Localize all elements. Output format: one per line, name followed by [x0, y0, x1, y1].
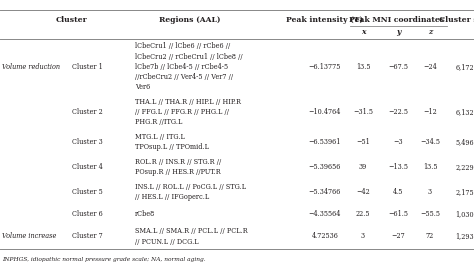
Text: //rCbeCru2 // Ver4-5 // Ver7 //: //rCbeCru2 // Ver4-5 // Ver7 //: [135, 73, 233, 81]
Text: −67.5: −67.5: [388, 63, 408, 71]
Text: −27: −27: [391, 232, 405, 240]
Text: INPHGS, idiopathic normal pressure grade scale; NA, normal aging.: INPHGS, idiopathic normal pressure grade…: [2, 257, 206, 262]
Text: −13.5: −13.5: [388, 163, 408, 171]
Text: SMA.L // SMA.R // PCL.L // PCL.R: SMA.L // SMA.R // PCL.L // PCL.R: [135, 227, 248, 235]
Text: Cluster 2: Cluster 2: [72, 108, 103, 116]
Text: INS.L // ROL.L // PoCG.L // STG.L: INS.L // ROL.L // PoCG.L // STG.L: [135, 183, 246, 191]
Text: −51: −51: [356, 138, 370, 146]
Text: PHG.R //ITG.L: PHG.R //ITG.L: [135, 118, 182, 126]
Text: −42: −42: [356, 188, 370, 196]
Text: 5,496: 5,496: [456, 138, 474, 146]
Text: Cluster 7: Cluster 7: [72, 232, 103, 240]
Text: −61.5: −61.5: [388, 210, 408, 218]
Text: −31.5: −31.5: [353, 108, 373, 116]
Text: Cluster 5: Cluster 5: [72, 188, 103, 196]
Text: −5.39656: −5.39656: [309, 163, 341, 171]
Text: POsup.R // HES.R //PUT.R: POsup.R // HES.R //PUT.R: [135, 168, 221, 176]
Text: lCbeCru1 // lCbe6 // rCbe6 //: lCbeCru1 // lCbe6 // rCbe6 //: [135, 42, 230, 50]
Text: Cluster 4: Cluster 4: [72, 163, 103, 171]
Text: −34.5: −34.5: [420, 138, 440, 146]
Text: −6.53961: −6.53961: [309, 138, 341, 146]
Text: THA.L // THA.R // HIP.L // HIP.R: THA.L // THA.R // HIP.L // HIP.R: [135, 98, 241, 106]
Text: 13.5: 13.5: [423, 163, 437, 171]
Text: ROL.R // INS.R // STG.R //: ROL.R // INS.R // STG.R //: [135, 158, 221, 166]
Text: −6.13775: −6.13775: [309, 63, 341, 71]
Text: z: z: [428, 28, 432, 36]
Text: rCbe8: rCbe8: [135, 210, 155, 218]
Text: 3: 3: [428, 188, 432, 196]
Text: −4.35564: −4.35564: [309, 210, 341, 218]
Text: // FFG.L // FFG.R // PHG.L //: // FFG.L // FFG.R // PHG.L //: [135, 108, 229, 116]
Text: 6,132: 6,132: [456, 108, 474, 116]
Text: 4.72536: 4.72536: [311, 232, 338, 240]
Text: 39: 39: [359, 163, 367, 171]
Text: // HES.L // IFGoperc.L: // HES.L // IFGoperc.L: [135, 193, 209, 201]
Text: 2,229: 2,229: [456, 163, 474, 171]
Text: −22.5: −22.5: [388, 108, 408, 116]
Text: Volume reduction: Volume reduction: [2, 63, 60, 71]
Text: Cluster 6: Cluster 6: [72, 210, 103, 218]
Text: lCbeCru2 // rCbeCru1 // lCbe8 //: lCbeCru2 // rCbeCru1 // lCbe8 //: [135, 53, 243, 60]
Text: Cluster 1: Cluster 1: [72, 63, 103, 71]
Text: // PCUN.L // DCG.L: // PCUN.L // DCG.L: [135, 237, 199, 246]
Text: −5.34766: −5.34766: [309, 188, 341, 196]
Text: TPOsup.L // TPOmid.L: TPOsup.L // TPOmid.L: [135, 143, 209, 151]
Text: Ver6: Ver6: [135, 83, 150, 91]
Text: lCbe7b // lCbe4-5 // rCbe4-5: lCbe7b // lCbe4-5 // rCbe4-5: [135, 63, 228, 71]
Text: x: x: [361, 28, 365, 36]
Text: 22.5: 22.5: [356, 210, 370, 218]
Text: MTG.L // ITG.L: MTG.L // ITG.L: [135, 133, 185, 141]
Text: 13.5: 13.5: [356, 63, 370, 71]
Text: −3: −3: [393, 138, 403, 146]
Text: 4.5: 4.5: [393, 188, 403, 196]
Text: Peak MNI coordinates: Peak MNI coordinates: [349, 16, 444, 24]
Text: −10.4764: −10.4764: [309, 108, 341, 116]
Text: Volume increase: Volume increase: [2, 232, 56, 240]
Text: −12: −12: [423, 108, 437, 116]
Text: 2,175: 2,175: [456, 188, 474, 196]
Text: −55.5: −55.5: [420, 210, 440, 218]
Text: 1,030: 1,030: [456, 210, 474, 218]
Text: −24: −24: [423, 63, 437, 71]
Text: Cluster size: Cluster size: [439, 16, 474, 24]
Text: 6,172: 6,172: [456, 63, 474, 71]
Text: 3: 3: [361, 232, 365, 240]
Text: Cluster 3: Cluster 3: [72, 138, 103, 146]
Text: y: y: [396, 28, 400, 36]
Text: Peak intensity (T): Peak intensity (T): [286, 16, 364, 24]
Text: 1,293: 1,293: [456, 232, 474, 240]
Text: 72: 72: [426, 232, 434, 240]
Text: Regions (AAL): Regions (AAL): [159, 16, 221, 24]
Text: Cluster: Cluster: [56, 16, 88, 24]
